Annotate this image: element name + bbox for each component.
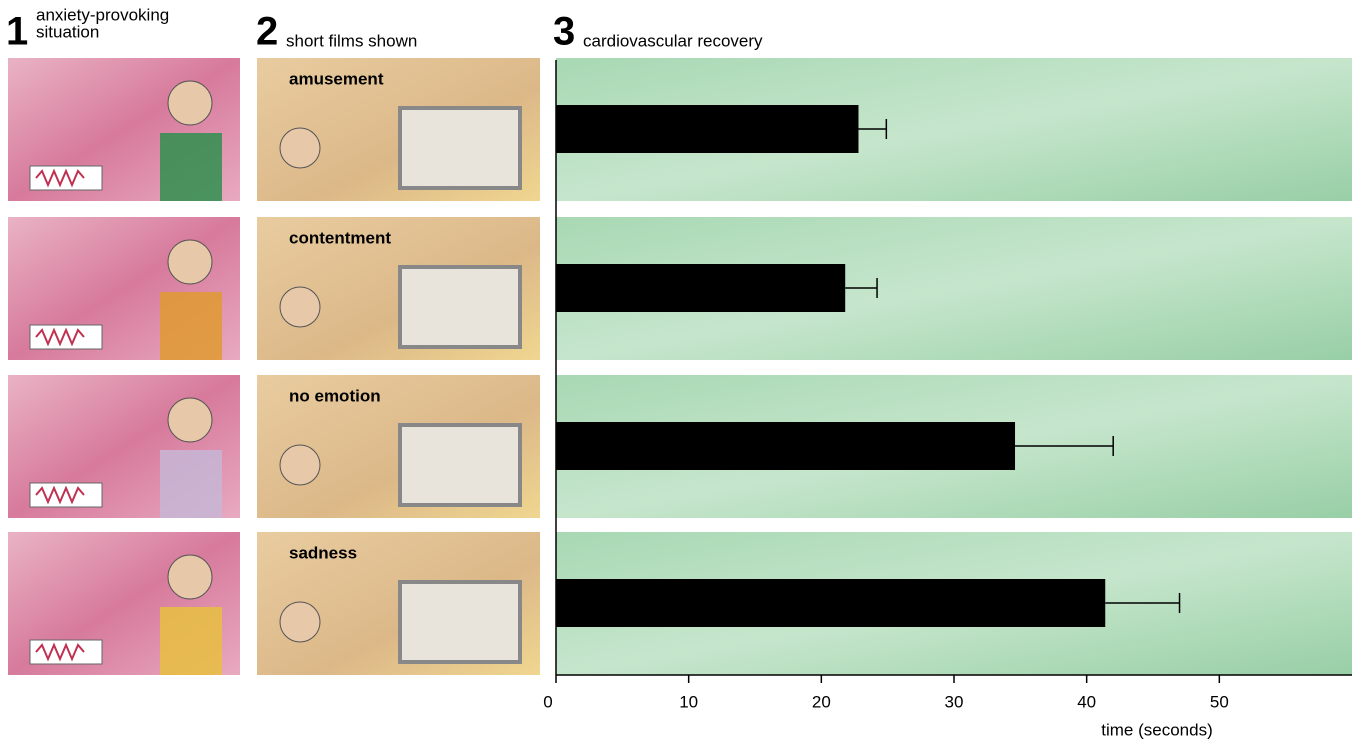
category-label: no emotion [289, 386, 381, 405]
viewer [280, 602, 320, 642]
person-body [160, 607, 222, 675]
panel-heading: situation [36, 22, 99, 41]
panel-number: 3 [553, 10, 575, 54]
person [168, 81, 212, 125]
bar [556, 422, 1015, 470]
panel-number: 2 [256, 10, 278, 54]
panel-heading: short films shown [286, 31, 417, 50]
category-label: sadness [289, 543, 357, 562]
bar [556, 264, 845, 312]
x-tick-label: 40 [1077, 692, 1096, 711]
x-tick-label: 30 [945, 692, 964, 711]
viewer [280, 445, 320, 485]
x-tick-label: 20 [812, 692, 831, 711]
person [168, 240, 212, 284]
person-body [160, 450, 222, 518]
person [168, 555, 212, 599]
category-label: amusement [289, 69, 384, 88]
category-label: contentment [289, 228, 391, 247]
x-axis-label: time (seconds) [1101, 720, 1212, 739]
viewer [280, 287, 320, 327]
tv-screen [400, 582, 520, 662]
person-body [160, 133, 222, 201]
tv-screen [400, 267, 520, 347]
person [168, 398, 212, 442]
x-tick-label: 0 [543, 692, 552, 711]
tv-screen [400, 425, 520, 505]
panel-number: 1 [6, 10, 28, 54]
bar [556, 105, 858, 153]
x-tick-label: 10 [679, 692, 698, 711]
tv-screen [400, 108, 520, 188]
panel-heading: cardiovascular recovery [583, 31, 763, 50]
figure: 1anxiety-provokingsituation2short films … [0, 0, 1354, 742]
viewer [280, 128, 320, 168]
person-body [160, 292, 222, 360]
bar [556, 579, 1105, 627]
x-tick-label: 50 [1210, 692, 1229, 711]
